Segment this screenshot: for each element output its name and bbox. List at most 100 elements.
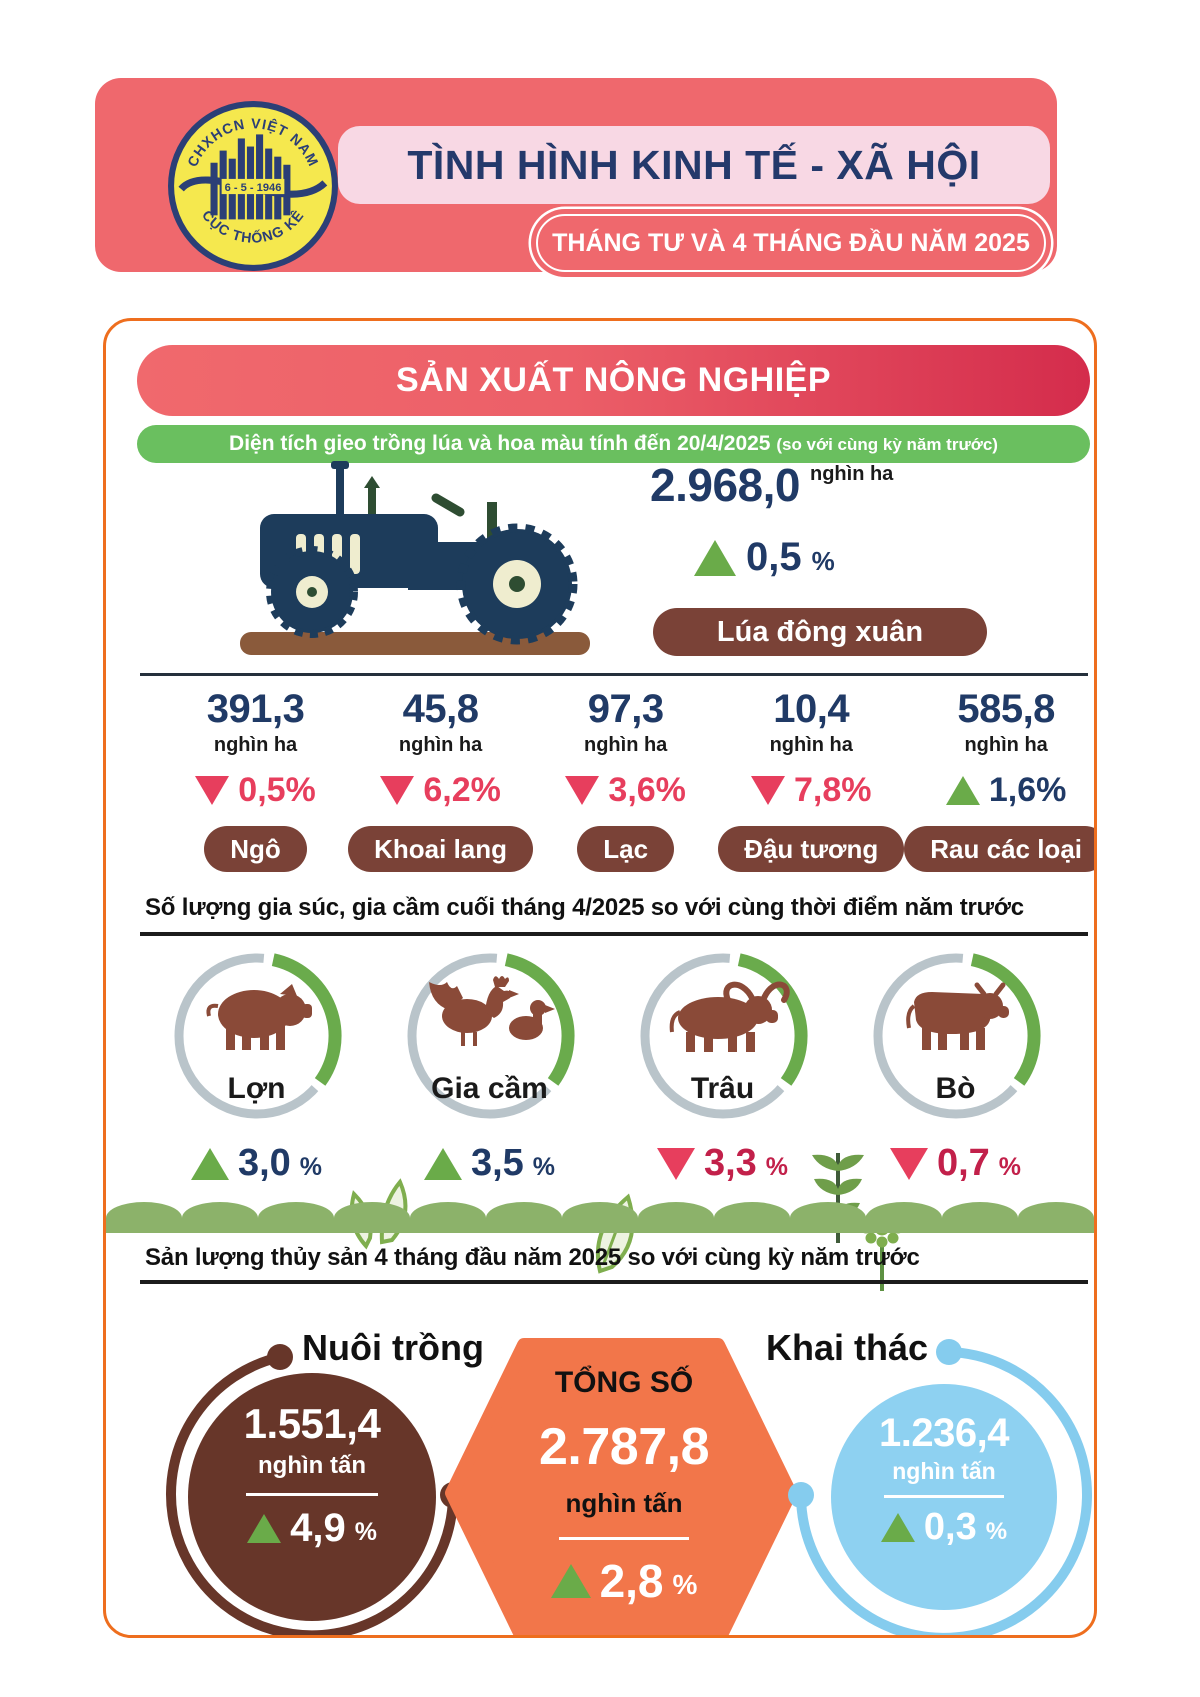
fishery-underline (140, 1280, 1088, 1284)
livestock-label: Gia cầm (431, 1072, 548, 1105)
crop-pill: Lạc (577, 826, 675, 872)
up-triangle-icon (694, 539, 736, 576)
crop-pill: Đậu tương (718, 826, 905, 872)
down-triangle-icon (889, 1147, 928, 1180)
up-triangle-icon (550, 1564, 591, 1598)
logo-date: 6 - 5 - 1946 (225, 182, 282, 194)
divider (884, 1495, 1004, 1498)
period-ribbon: THÁNG TƯ VÀ 4 THÁNG ĐẦU NĂM 2025 (536, 214, 1046, 272)
livestock-item-lon: Lợn 3,0 % (140, 948, 373, 1185)
livestock-item-trau: Trâu 3,3 % (606, 948, 839, 1185)
ring-icon (873, 949, 1043, 1119)
down-triangle-icon (195, 776, 230, 805)
planting-banner-note: (so với cùng kỳ năm trước) (776, 435, 998, 454)
header-banner: TÌNH HÌNH KINH TẾ - XÃ HỘI THÁNG TƯ VÀ 4… (95, 78, 1057, 272)
livestock-item-gia-cam: Gia cầm 3,5 % (373, 948, 606, 1185)
rice-change: 0,5 % (694, 535, 835, 580)
planting-banner: Diện tích gieo trồng lúa và hoa màu tính… (137, 425, 1090, 463)
livestock-label: Trâu (690, 1072, 755, 1105)
ring-chart: Gia cầm (402, 948, 578, 1124)
ring-icon (174, 949, 344, 1119)
crop-value: 45,8 (402, 687, 479, 731)
crop-change: 6,2% (423, 771, 501, 809)
livestock-change: 3,3 % (656, 1142, 788, 1185)
capture-change: 0,3 % (880, 1506, 1007, 1549)
crop-column-khoai-lang: 45,8 nghìn ha 6,2% Khoai lang (348, 687, 534, 872)
crop-unit: nghìn ha (583, 734, 668, 756)
capture-value: 1.236,4 (879, 1411, 1009, 1455)
fishery-figure (166, 1338, 1092, 1635)
rice-change-value: 0,5 (746, 535, 802, 579)
livestock-label: Bò (935, 1072, 976, 1105)
crops-row: 391,3 nghìn ha 0,5% Ngô 45,8 nghìn ha 6,… (163, 687, 1094, 872)
page-title: TÌNH HÌNH KINH TẾ - XÃ HỘI (407, 142, 981, 188)
crop-unit: nghìn ha (964, 734, 1048, 756)
livestock-change: 0,7 % (889, 1142, 1021, 1185)
livestock-item-bo: Bò 0,7 % (839, 948, 1072, 1185)
gso-logo-icon: 6 - 5 - 1946 CHXHCN VIỆT NAM CỤC THỐNG K… (168, 101, 338, 271)
divider (246, 1493, 378, 1496)
livestock-title: Số lượng gia súc, gia cầm cuối tháng 4/2… (145, 894, 1024, 921)
crop-unit: nghìn ha (213, 734, 298, 756)
aquaculture-label: Nuôi trồng (302, 1327, 484, 1368)
fishery-title: Sản lượng thủy sản 4 tháng đầu năm 2025 … (145, 1244, 920, 1271)
pig-icon (205, 984, 312, 1050)
divider (559, 1537, 689, 1540)
up-triangle-icon (423, 1147, 462, 1180)
planting-banner-text: Diện tích gieo trồng lúa và hoa màu tính… (229, 432, 777, 455)
tractor-icon (240, 461, 590, 655)
total-change: 2,8 % (550, 1554, 697, 1608)
crop-value: 97,3 (587, 687, 664, 731)
ring-chart: Lợn (169, 948, 345, 1124)
down-triangle-icon (656, 1147, 695, 1180)
livestock-change: 3,0 % (190, 1142, 322, 1185)
rice-label-pill: Lúa đông xuân (653, 608, 987, 656)
down-triangle-icon (750, 776, 785, 805)
livestock-underline (140, 932, 1088, 936)
up-triangle-icon (945, 776, 980, 805)
ring-icon (640, 949, 810, 1119)
ring-chart: Trâu (635, 948, 811, 1124)
crop-change: 0,5% (238, 771, 316, 809)
down-triangle-icon (565, 776, 600, 805)
livestock-label: Lợn (227, 1072, 286, 1105)
down-triangle-icon (380, 776, 415, 805)
up-triangle-icon (247, 1514, 282, 1543)
capture-label: Khai thác (766, 1327, 929, 1368)
aquaculture-unit: nghìn tấn (258, 1452, 366, 1479)
aquaculture-circle (188, 1373, 436, 1621)
aquaculture-arc (166, 1352, 458, 1635)
poultry-icon (428, 976, 555, 1046)
livestock-change: 3,5 % (423, 1142, 555, 1185)
buffalo-icon (669, 981, 790, 1052)
rice-value: 2.968,0 (650, 459, 800, 511)
total-value: 2.787,8 (539, 1418, 710, 1476)
total-figures: TỔNG SỐ 2.787,8 nghìn tấn 2,8 % (526, 1365, 722, 1608)
rice-unit: nghìn ha (809, 463, 894, 485)
crop-unit: nghìn ha (769, 734, 853, 756)
wave-band (106, 1202, 1094, 1233)
crop-column-rau: 585,8 nghìn ha 1,6% Rau các loại (904, 687, 1094, 872)
header-title-band: TÌNH HÌNH KINH TẾ - XÃ HỘI (338, 126, 1050, 204)
capture-figures: 1.236,4 nghìn tấn 0,3 % (824, 1411, 1064, 1549)
rice-label: Lúa đông xuân (716, 616, 924, 648)
divider (140, 673, 1088, 676)
section-title: SẢN XUẤT NÔNG NGHIỆP (395, 361, 832, 399)
crop-column-dau-tuong: 10,4 nghìn ha 7,8% Đậu tương (718, 687, 905, 872)
total-unit: nghìn tấn (565, 1488, 683, 1518)
ring-chart: Bò (868, 948, 1044, 1124)
up-triangle-icon (880, 1513, 915, 1542)
capture-arc (796, 1347, 1092, 1635)
period-label: THÁNG TƯ VÀ 4 THÁNG ĐẦU NĂM 2025 (552, 229, 1030, 257)
rice-change-percent: % (811, 546, 835, 576)
crop-pill: Khoai lang (348, 826, 534, 872)
crop-pill: Rau các loại (904, 826, 1094, 872)
crop-value: 10,4 (773, 687, 850, 731)
crop-change: 1,6% (988, 771, 1067, 809)
aquaculture-value: 1.551,4 (243, 1400, 381, 1447)
crop-change: 7,8% (793, 771, 872, 809)
crop-pill: Ngô (204, 826, 307, 872)
cow-icon (905, 982, 1009, 1050)
crop-value: 585,8 (957, 687, 1055, 731)
